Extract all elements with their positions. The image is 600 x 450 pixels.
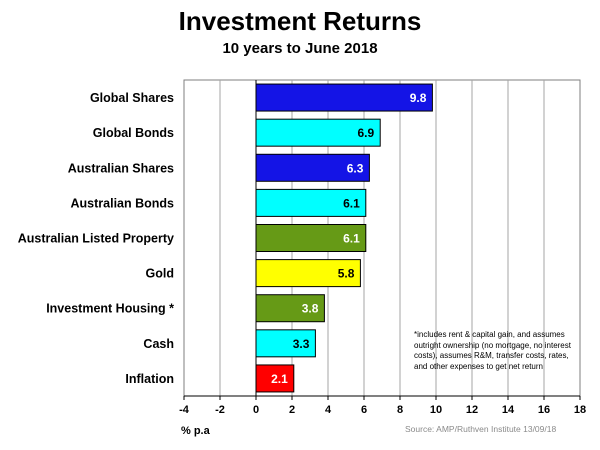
data-label: 9.8 — [410, 91, 427, 105]
x-tick-label: 14 — [502, 404, 515, 416]
category-label: Investment Housing * — [46, 302, 174, 316]
bar — [255, 259, 361, 288]
category-label: Cash — [143, 337, 174, 351]
category-label: Australian Listed Property — [18, 232, 174, 246]
category-label: Australian Bonds — [71, 196, 175, 210]
bar — [255, 294, 325, 323]
chart-title: Investment Returns — [178, 6, 422, 36]
category-label: Gold — [146, 267, 174, 281]
bar — [255, 188, 367, 217]
bar — [255, 153, 370, 182]
x-tick-label: 6 — [361, 404, 367, 416]
bar — [255, 224, 367, 252]
category-label: Australian Shares — [68, 161, 174, 175]
category-label: Global Bonds — [93, 126, 174, 140]
chart-footnote: *includes rent & capital gain, and assum… — [414, 330, 571, 371]
bar — [255, 329, 316, 358]
x-tick-label: 4 — [325, 404, 332, 416]
data-label: 6.1 — [343, 232, 360, 246]
data-label: 3.3 — [293, 337, 310, 351]
x-tick-label: -4 — [179, 404, 190, 416]
data-label: 6.1 — [343, 196, 360, 210]
x-tick-label: 18 — [574, 404, 586, 416]
data-label: 6.9 — [358, 126, 375, 140]
category-label: Global Shares — [90, 91, 174, 105]
data-label: 2.1 — [271, 372, 288, 386]
data-label: 3.8 — [302, 302, 319, 316]
source-note: Source: AMP/Ruthven Institute 13/09/18 — [405, 424, 557, 434]
x-tick-label: 2 — [289, 404, 295, 416]
x-tick-label: 0 — [253, 404, 259, 416]
x-tick-label: 10 — [430, 404, 442, 416]
bar — [255, 83, 433, 112]
x-tick-label: 8 — [397, 404, 403, 416]
bar — [255, 118, 381, 147]
x-tick-label: 16 — [538, 404, 550, 416]
x-tick-label: -2 — [215, 404, 225, 416]
x-tick-label: 12 — [466, 404, 478, 416]
chart-subtitle: 10 years to June 2018 — [222, 40, 378, 57]
plot-area — [183, 79, 581, 397]
data-label: 6.3 — [347, 161, 364, 175]
category-label: Inflation — [125, 372, 174, 386]
bar — [255, 364, 295, 393]
data-label: 5.8 — [338, 267, 355, 281]
x-axis-label: % p.a — [181, 425, 210, 437]
